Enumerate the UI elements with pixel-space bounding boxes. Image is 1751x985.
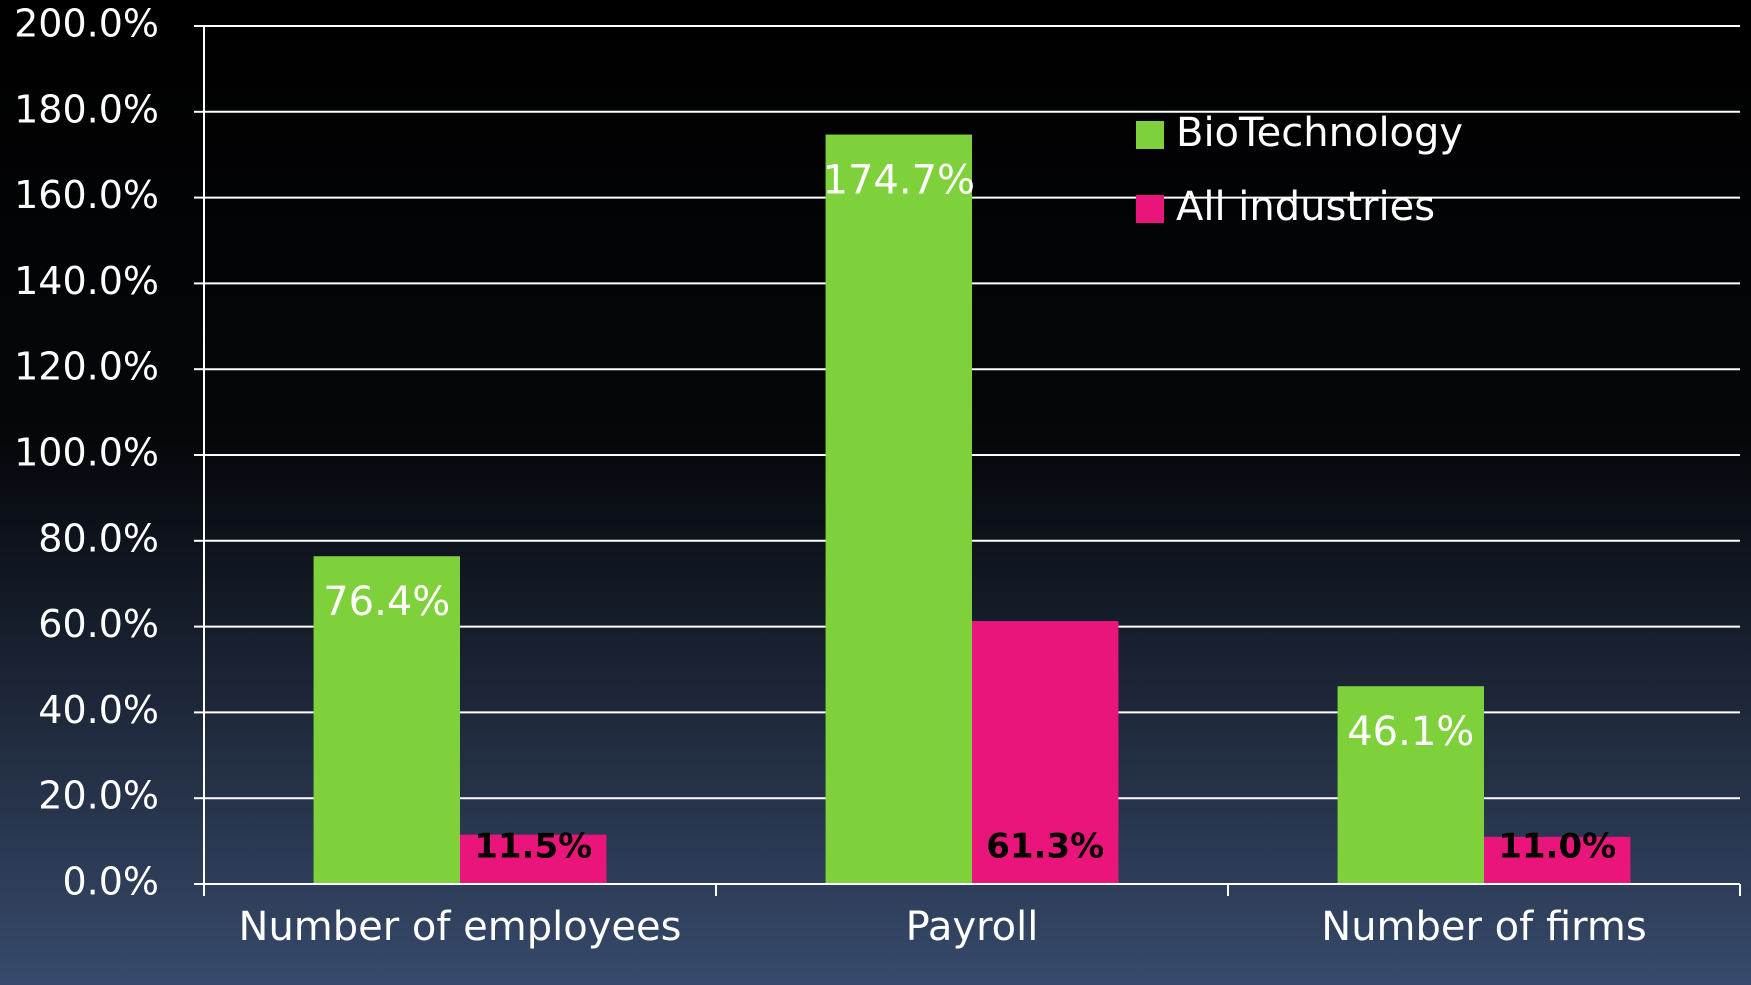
y-tick-label: 0.0% [62, 860, 159, 904]
y-tick-label: 200.0% [14, 2, 159, 46]
data-label: 11.5% [474, 827, 592, 867]
bar [825, 134, 972, 885]
x-tick-label: Number of firms [1321, 904, 1646, 950]
legend-label: All industries [1176, 184, 1435, 230]
data-label: 61.3% [986, 827, 1104, 867]
bar [313, 556, 460, 884]
legend-swatch [1136, 121, 1164, 149]
y-tick-label: 40.0% [38, 688, 159, 732]
data-label: 174.7% [823, 158, 976, 204]
y-tick-label: 100.0% [14, 431, 159, 475]
y-tick-label: 60.0% [38, 602, 159, 646]
bar [972, 621, 1119, 884]
y-tick-label: 20.0% [38, 774, 159, 818]
data-label: 76.4% [323, 579, 450, 625]
bar [1484, 836, 1631, 884]
y-tick-label: 160.0% [14, 173, 159, 217]
legend-label: BioTechnology [1176, 110, 1463, 156]
legend-swatch [1136, 195, 1164, 223]
y-tick-label: 180.0% [14, 87, 159, 131]
x-tick-label: Payroll [906, 904, 1039, 950]
x-tick-label: Number of employees [239, 904, 682, 950]
y-tick-label: 120.0% [14, 345, 159, 389]
bar [460, 834, 607, 884]
data-label: 46.1% [1347, 709, 1474, 755]
y-tick-label: 80.0% [38, 516, 159, 560]
y-tick-label: 140.0% [14, 259, 159, 303]
data-label: 11.0% [1498, 827, 1616, 867]
bar [1337, 686, 1484, 884]
